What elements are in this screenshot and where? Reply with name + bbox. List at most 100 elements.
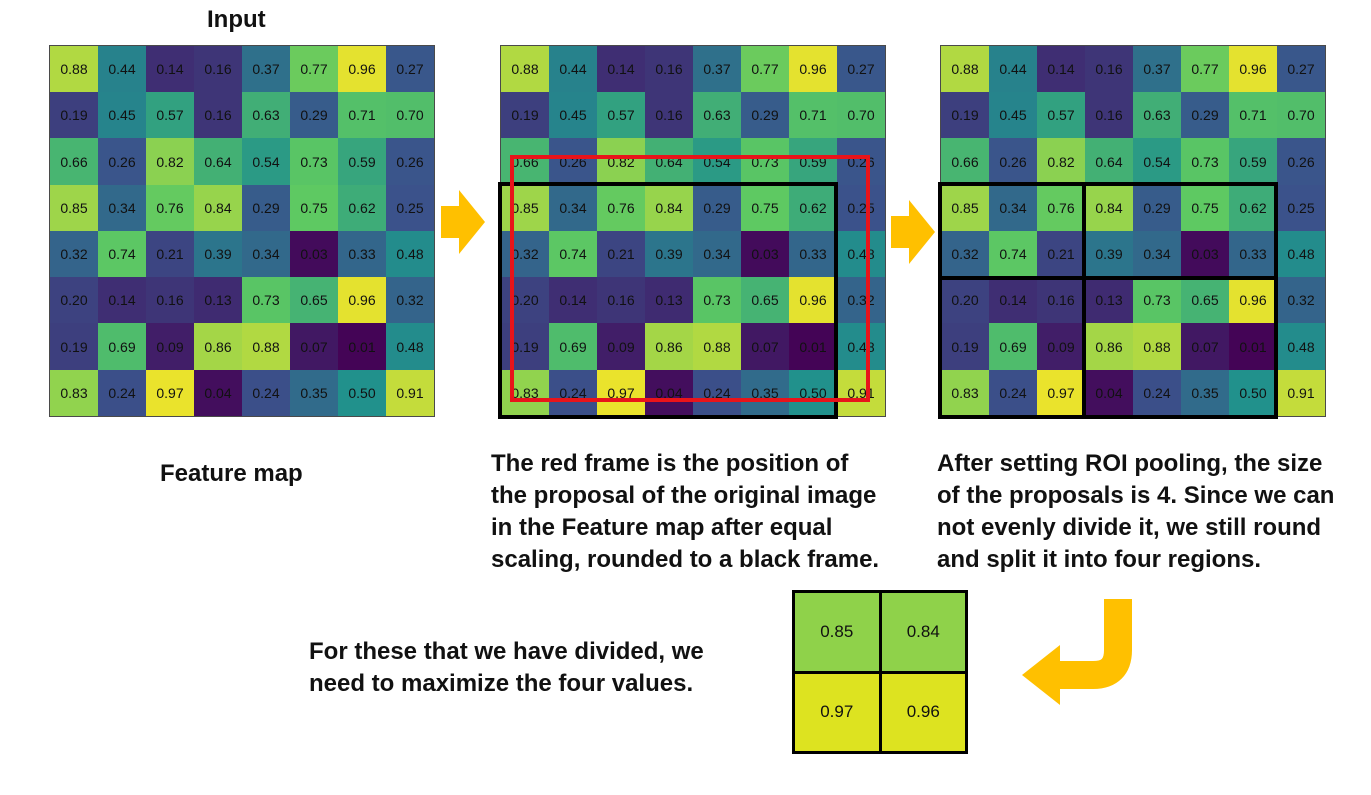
feature-map-cell: 0.64 <box>194 138 242 185</box>
feature-map-table: 0.88 0.44 0.14 0.16 0.37 0.77 0.96 0.27 0.19 0.45… <box>49 45 435 417</box>
feature-map-cell: 0.26 <box>98 138 146 185</box>
feature-map-cell: 0.07 <box>290 323 338 370</box>
feature-map-cell: 0.04 <box>194 369 242 417</box>
feature-map-cell: 0.19 <box>940 323 989 370</box>
feature-map-cell: 0.63 <box>242 92 290 139</box>
feature-map-cell: 0.97 <box>146 369 194 417</box>
feature-map-cell: 0.07 <box>741 323 789 370</box>
feature-map-cell: 0.57 <box>146 92 194 139</box>
feature-map-cell: 0.96 <box>789 45 837 93</box>
caption-red-frame: The red frame is the position of the pro… <box>491 448 879 576</box>
feature-map-cell: 0.19 <box>49 323 98 370</box>
feature-map-cell: 0.37 <box>1133 45 1181 93</box>
caption-line: not evenly divide it, we still round <box>937 514 1322 541</box>
feature-map-cell: 0.82 <box>146 138 194 185</box>
feature-map-cell: 0.63 <box>693 92 741 139</box>
feature-map-cell: 0.91 <box>1277 369 1326 417</box>
feature-map-cell: 0.73 <box>1133 277 1181 324</box>
feature-map-row: 0.32 0.74 0.21 0.39 0.34 0.03 0.33 0.48 <box>500 230 886 278</box>
feature-map-cell: 0.29 <box>290 92 338 139</box>
feature-map-cell: 0.35 <box>1181 369 1229 417</box>
feature-map-cell: 0.14 <box>98 277 146 324</box>
feature-map-cell: 0.26 <box>386 138 435 185</box>
feature-map-row: 0.85 0.34 0.76 0.84 0.29 0.75 0.62 0.25 <box>940 184 1326 231</box>
feature-map-cell: 0.20 <box>49 277 98 324</box>
feature-map-cell: 0.07 <box>1181 323 1229 370</box>
feature-map-cell: 0.19 <box>940 92 989 139</box>
caption-roi-pooling: After setting ROI pooling, the size of t… <box>937 448 1334 576</box>
feature-map-cell: 0.29 <box>242 184 290 231</box>
roi-vertical-divider <box>1082 182 1086 419</box>
feature-map-cell: 0.48 <box>837 323 886 370</box>
feature-map-row: 0.83 0.24 0.97 0.04 0.24 0.35 0.50 0.91 <box>500 369 886 417</box>
feature-map-cell: 0.32 <box>940 230 989 278</box>
feature-map-cell: 0.48 <box>1277 230 1326 278</box>
feature-map-cell: 0.62 <box>338 184 386 231</box>
caption-line: scaling, rounded to a black frame. <box>491 546 880 573</box>
feature-map-cell: 0.24 <box>242 369 290 417</box>
feature-map-cell: 0.85 <box>49 184 98 231</box>
feature-map-cell: 0.91 <box>386 369 435 417</box>
feature-map-cell: 0.73 <box>290 138 338 185</box>
caption-line: need to maximize the four values. <box>309 670 694 697</box>
feature-map-cell: 0.09 <box>1037 323 1085 370</box>
feature-map-cell: 0.96 <box>338 45 386 93</box>
feature-map-cell: 0.76 <box>146 184 194 231</box>
feature-map-cell: 0.50 <box>789 369 837 417</box>
pooled-cell: 0.96 <box>878 670 968 754</box>
feature-map-cell: 0.86 <box>645 323 693 370</box>
feature-map-cell: 0.74 <box>989 230 1037 278</box>
feature-map-cell: 0.66 <box>500 138 549 185</box>
feature-map-cell: 0.16 <box>194 45 242 93</box>
feature-map-cell: 0.77 <box>741 45 789 93</box>
feature-map-cell: 0.71 <box>789 92 837 139</box>
feature-map-row: 0.19 0.69 0.09 0.86 0.88 0.07 0.01 0.48 <box>49 323 435 370</box>
feature-map-cell: 0.45 <box>98 92 146 139</box>
feature-map-cell: 0.24 <box>989 369 1037 417</box>
feature-map-cell: 0.34 <box>98 184 146 231</box>
roi-black-frame <box>938 182 1278 419</box>
feature-map-cell: 0.88 <box>1133 323 1181 370</box>
feature-map-cell: 0.29 <box>741 92 789 139</box>
feature-map-cell: 0.34 <box>989 184 1037 231</box>
feature-map-cell: 0.27 <box>837 45 886 93</box>
feature-map-cell: 0.19 <box>500 92 549 139</box>
feature-map-cell: 0.14 <box>549 277 597 324</box>
feature-map-cell: 0.16 <box>1037 277 1085 324</box>
feature-map-row: 0.88 0.44 0.14 0.16 0.37 0.77 0.96 0.27 <box>49 45 435 93</box>
feature-map-cell: 0.29 <box>1181 92 1229 139</box>
feature-map-cell: 0.16 <box>597 277 645 324</box>
feature-map-cell: 0.91 <box>837 369 886 417</box>
pooled-cell: 0.85 <box>792 590 882 674</box>
feature-map-table: 0.88 0.44 0.14 0.16 0.37 0.77 0.96 0.27 0.19 0.45… <box>500 45 886 417</box>
feature-map-cell: 0.75 <box>290 184 338 231</box>
feature-map-cell: 0.27 <box>1277 45 1326 93</box>
feature-map-cell: 0.69 <box>989 323 1037 370</box>
feature-map-cell: 0.96 <box>789 277 837 324</box>
feature-map-cell: 0.59 <box>1229 138 1277 185</box>
feature-map-grid-input: 0.88 0.44 0.14 0.16 0.37 0.77 0.96 0.27 0.19 0.45… <box>49 45 435 417</box>
feature-map-cell: 0.88 <box>940 45 989 93</box>
feature-map-cell: 0.50 <box>338 369 386 417</box>
caption-line: the proposal of the original image <box>491 482 877 509</box>
feature-map-cell: 0.86 <box>1085 323 1133 370</box>
feature-map-cell: 0.39 <box>1085 230 1133 278</box>
feature-map-cell: 0.96 <box>338 277 386 324</box>
feature-map-cell: 0.44 <box>549 45 597 93</box>
feature-map-cell: 0.48 <box>1277 323 1326 370</box>
feature-map-grid-split: 0.88 0.44 0.14 0.16 0.37 0.77 0.96 0.27 0.19 0.45… <box>938 45 1326 419</box>
feature-map-cell: 0.44 <box>98 45 146 93</box>
feature-map-cell: 0.04 <box>645 369 693 417</box>
feature-map-cell: 0.71 <box>1229 92 1277 139</box>
feature-map-cell: 0.48 <box>386 323 435 370</box>
feature-map-cell: 0.74 <box>549 230 597 278</box>
feature-map-cell: 0.57 <box>597 92 645 139</box>
feature-map-row: 0.20 0.14 0.16 0.13 0.73 0.65 0.96 0.32 <box>940 277 1326 324</box>
feature-map-cell: 0.35 <box>741 369 789 417</box>
feature-map-cell: 0.69 <box>549 323 597 370</box>
feature-map-cell: 0.13 <box>645 277 693 324</box>
feature-map-cell: 0.50 <box>1229 369 1277 417</box>
feature-map-cell: 0.01 <box>338 323 386 370</box>
pooled-output-table: 0.85 0.84 0.97 0.96 <box>792 590 968 754</box>
feature-map-cell: 0.32 <box>386 277 435 324</box>
